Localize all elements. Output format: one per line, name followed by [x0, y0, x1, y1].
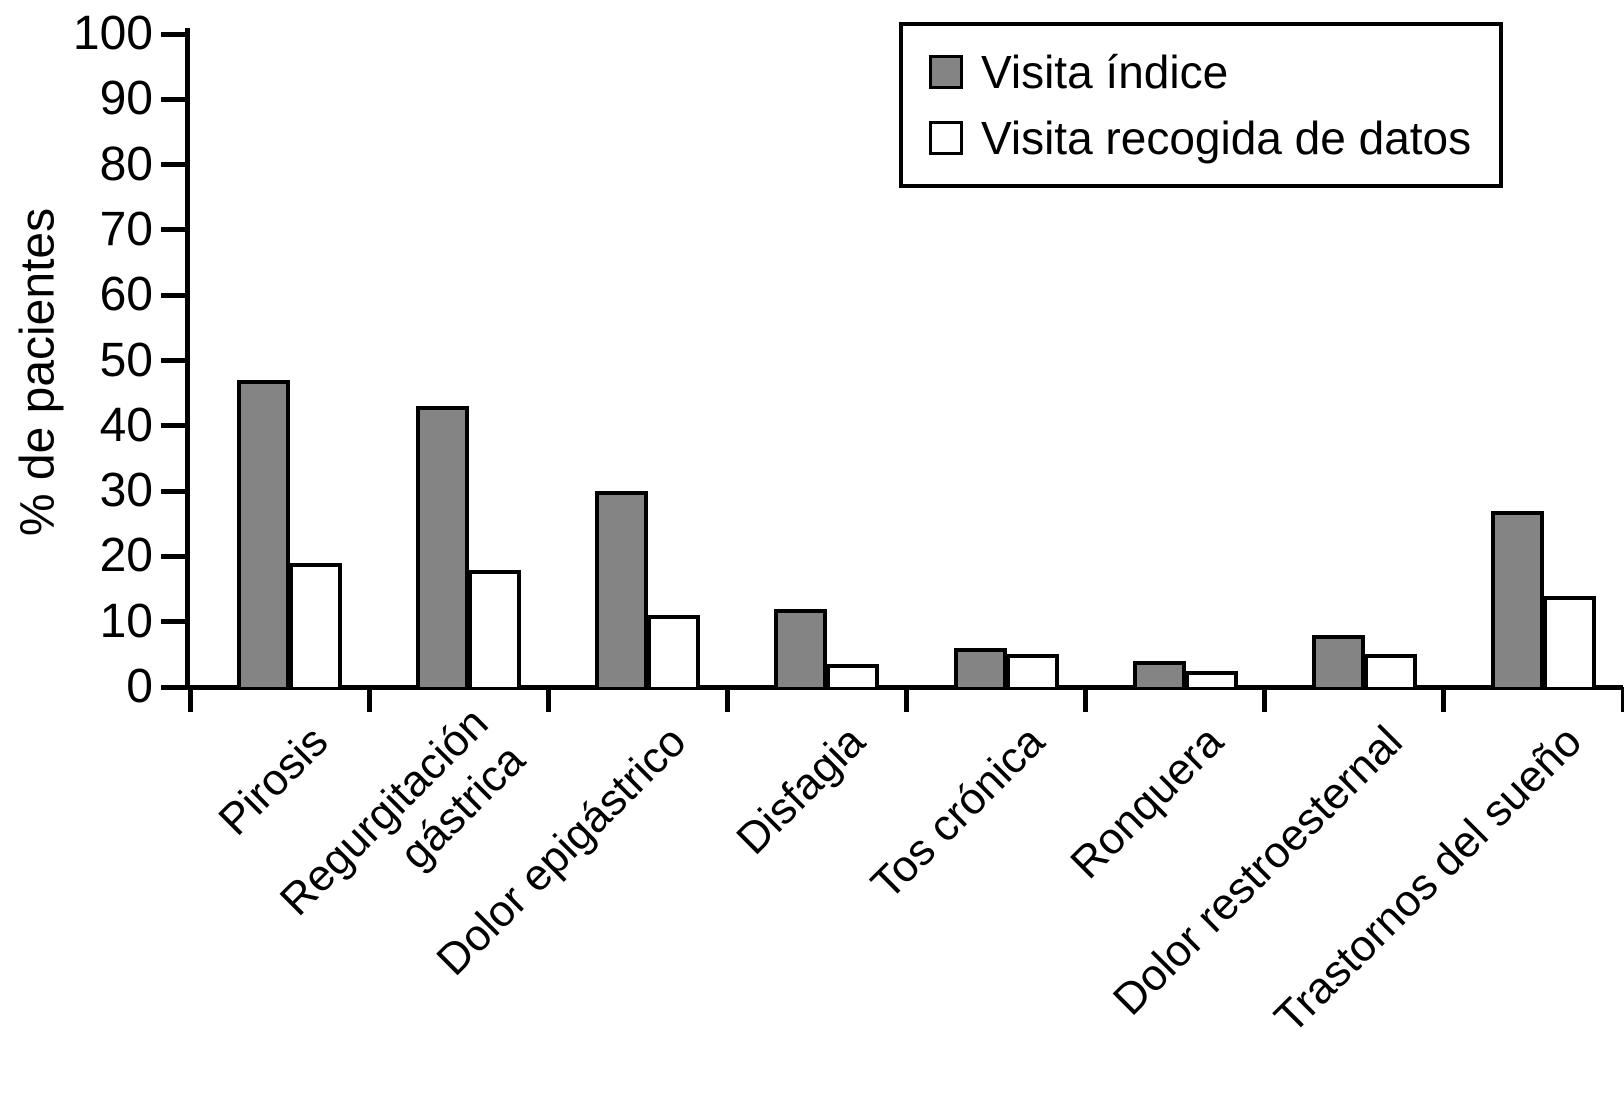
- y-tick-label: 0: [126, 660, 153, 713]
- y-tick-label: 80: [99, 137, 153, 191]
- y-tick: [161, 488, 185, 494]
- legend-box: Visita índice Visita recogida de datos: [899, 22, 1503, 188]
- y-axis-line: [185, 28, 190, 690]
- bar-visita-recogida-5: [1005, 654, 1059, 687]
- bar-visita-recogida-7: [1363, 654, 1417, 687]
- bar-visita-recogida-3: [647, 615, 701, 687]
- x-tick: [904, 687, 909, 712]
- bar-visita-indice-8: [1490, 510, 1544, 687]
- bar-visita-indice-4: [774, 608, 828, 687]
- y-tick: [161, 358, 185, 363]
- y-tick-label: 30: [99, 464, 153, 518]
- bar-visita-indice-5: [953, 647, 1007, 687]
- bar-visita-recogida-2: [468, 569, 522, 687]
- legend-swatch-icon: [929, 121, 963, 155]
- y-tick: [161, 292, 185, 298]
- bar-visita-recogida-1: [289, 562, 342, 687]
- legend-label: Visita recogida de datos: [981, 112, 1472, 164]
- y-tick: [161, 684, 185, 690]
- x-tick: [724, 687, 730, 712]
- y-tick-label: 70: [99, 202, 153, 256]
- x-tick: [1262, 687, 1268, 712]
- y-tick-label: 20: [99, 529, 153, 583]
- category-label-4: Disfagia: [727, 716, 875, 864]
- y-tick: [161, 553, 185, 559]
- y-tick-label: 60: [99, 268, 153, 322]
- x-tick: [1620, 687, 1624, 712]
- x-tick: [1083, 687, 1089, 712]
- category-label-6: Ronquera: [1061, 716, 1233, 889]
- bar-visita-recogida-8: [1542, 595, 1596, 687]
- bar-visita-indice-2: [416, 406, 470, 687]
- x-tick: [1441, 687, 1447, 712]
- x-tick: [545, 687, 551, 712]
- bar-visita-indice-7: [1311, 634, 1365, 687]
- y-tick-label: 40: [99, 398, 153, 452]
- y-tick: [161, 31, 185, 37]
- y-tick-label: 10: [99, 594, 153, 648]
- y-tick: [161, 619, 185, 625]
- x-tick: [366, 687, 372, 712]
- bar-visita-indice-1: [237, 380, 290, 687]
- bar-visita-recogida-4: [826, 664, 880, 687]
- bar-visita-recogida-6: [1184, 670, 1238, 687]
- y-tick-label: 100: [72, 7, 153, 60]
- category-label-5: Tos crónica: [861, 716, 1054, 909]
- y-tick: [161, 227, 185, 233]
- y-tick: [161, 96, 185, 102]
- bar-visita-indice-3: [595, 491, 649, 687]
- x-tick: [187, 687, 193, 712]
- category-label-8: Trastornos del sueño: [1264, 716, 1591, 1043]
- legend-item-2: Visita recogida de datos: [929, 113, 1499, 163]
- y-tick: [161, 423, 185, 429]
- y-tick-label: 50: [99, 333, 153, 387]
- bar-visita-indice-6: [1132, 660, 1186, 687]
- legend-swatch-icon: [929, 55, 963, 89]
- y-tick: [161, 162, 185, 168]
- category-label-1: Pirosis: [208, 716, 337, 845]
- y-tick-label: 90: [99, 72, 153, 126]
- legend-label: Visita índice: [981, 46, 1229, 98]
- legend-item-1: Visita índice: [929, 47, 1499, 97]
